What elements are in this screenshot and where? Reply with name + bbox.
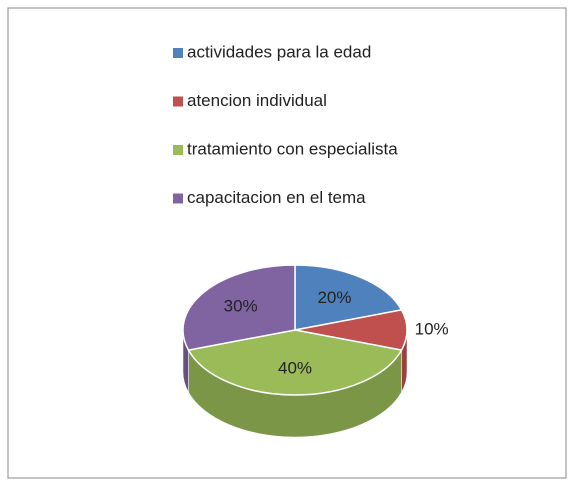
pie-slice bbox=[187, 329, 403, 396]
data-label: 40% bbox=[278, 358, 312, 377]
data-label: 10% bbox=[415, 319, 449, 338]
legend-swatch bbox=[173, 96, 183, 107]
legend-label: actividades para la edad bbox=[187, 42, 371, 61]
pie-slice bbox=[182, 264, 296, 351]
data-label: 20% bbox=[317, 288, 351, 307]
data-label: 30% bbox=[224, 297, 258, 316]
legend-swatch bbox=[173, 193, 183, 204]
legend-swatch bbox=[173, 48, 183, 58]
legend-swatch bbox=[173, 145, 183, 155]
legend-label: tratamiento con especialista bbox=[187, 139, 398, 158]
legend-label: capacitacion en el tema bbox=[187, 188, 366, 207]
pie-slice bbox=[294, 264, 403, 331]
legend-label: atencion individual bbox=[187, 91, 327, 110]
